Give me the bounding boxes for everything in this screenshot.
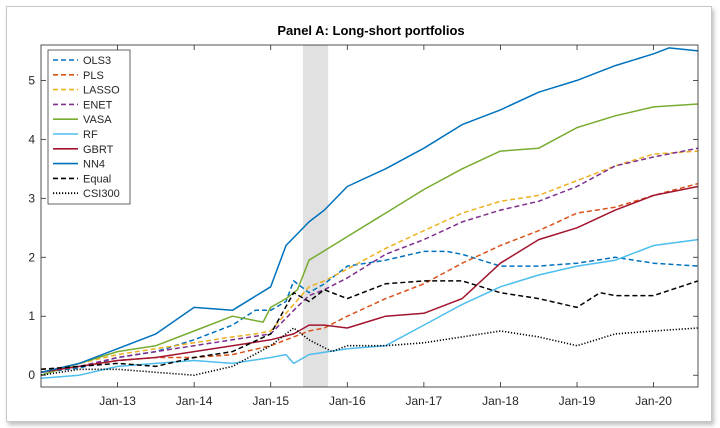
x-tick-label: Jan-17 [406, 394, 443, 408]
legend-label-lasso: LASSO [83, 85, 120, 97]
x-tick-label: Jan-20 [635, 394, 672, 408]
plot-area-border [40, 44, 699, 388]
y-tick-label: 1 [28, 309, 35, 323]
series-line-ols3 [40, 250, 699, 374]
y-tick-label: 3 [28, 191, 35, 205]
series-line-vasa [40, 103, 699, 376]
series-line-equal [40, 280, 699, 371]
x-tick-label: Jan-18 [482, 394, 519, 408]
series-line-lasso [40, 150, 699, 374]
x-tick-label: Jan-19 [559, 394, 596, 408]
legend-label-rf: RF [83, 129, 98, 141]
series-line-pls [40, 182, 699, 371]
legend-label-vasa: VASA [83, 114, 112, 126]
line-chart: Panel A: Long-short portfolios 0 1 2 3 4 5 Jan… [28, 23, 699, 408]
y-tick-label: 2 [28, 250, 35, 264]
series-line-rf [40, 238, 699, 379]
legend-label-csi300: CSI300 [83, 188, 120, 200]
y-tick-label: 0 [28, 368, 35, 382]
legend-label-gbrt: GBRT [83, 144, 114, 156]
legend-label-ols3: OLS3 [83, 55, 111, 67]
chart-title: Panel A: Long-short portfolios [277, 23, 464, 38]
y-tick-label: 4 [28, 132, 35, 146]
x-tick-label: Jan-13 [99, 394, 136, 408]
x-tick-label: Jan-14 [176, 394, 213, 408]
series-line-gbrt [40, 185, 699, 374]
series-line-csi300 [40, 327, 699, 376]
legend-label-enet: ENET [83, 99, 113, 111]
chart-frame: Panel A: Long-short portfolios 0 1 2 3 4 5 Jan… [6, 6, 712, 422]
legend-label-pls: PLS [83, 70, 104, 82]
series-line-nn4 [40, 47, 699, 374]
legend-label-equal: Equal [83, 173, 111, 185]
x-tick-label: Jan-16 [329, 394, 366, 408]
x-tick-label: Jan-15 [252, 394, 289, 408]
series-line-enet [40, 147, 699, 374]
legend-label-nn4: NN4 [83, 159, 105, 171]
y-tick-label: 5 [28, 73, 35, 87]
